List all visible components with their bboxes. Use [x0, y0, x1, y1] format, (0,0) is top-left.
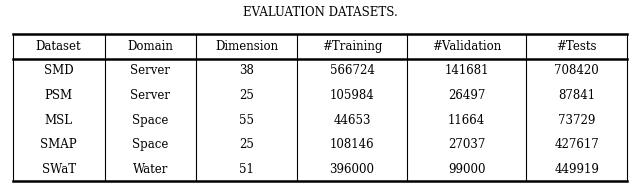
- Text: MSL: MSL: [45, 114, 73, 126]
- Text: 73729: 73729: [558, 114, 595, 126]
- Text: 87841: 87841: [558, 89, 595, 102]
- Text: 51: 51: [239, 163, 254, 176]
- Text: 11664: 11664: [448, 114, 485, 126]
- Text: #Training: #Training: [322, 40, 382, 53]
- Text: Dataset: Dataset: [36, 40, 81, 53]
- Text: Space: Space: [132, 114, 168, 126]
- Text: Space: Space: [132, 138, 168, 151]
- Text: 108146: 108146: [330, 138, 374, 151]
- Text: 25: 25: [239, 138, 254, 151]
- Text: #Tests: #Tests: [557, 40, 597, 53]
- Text: 708420: 708420: [554, 64, 599, 77]
- Text: SMAP: SMAP: [40, 138, 77, 151]
- Text: 44653: 44653: [333, 114, 371, 126]
- Text: EVALUATION DATASETS.: EVALUATION DATASETS.: [243, 6, 397, 19]
- Text: 38: 38: [239, 64, 254, 77]
- Text: 141681: 141681: [444, 64, 489, 77]
- Text: Dimension: Dimension: [215, 40, 278, 53]
- Text: 26497: 26497: [448, 89, 485, 102]
- Text: PSM: PSM: [45, 89, 73, 102]
- Text: 566724: 566724: [330, 64, 374, 77]
- Text: Server: Server: [131, 64, 170, 77]
- Text: SWaT: SWaT: [42, 163, 76, 176]
- Text: #Validation: #Validation: [432, 40, 501, 53]
- Text: 396000: 396000: [330, 163, 374, 176]
- Text: 25: 25: [239, 89, 254, 102]
- Text: 427617: 427617: [554, 138, 599, 151]
- Text: Water: Water: [132, 163, 168, 176]
- Text: 449919: 449919: [554, 163, 599, 176]
- Text: 105984: 105984: [330, 89, 374, 102]
- Text: Server: Server: [131, 89, 170, 102]
- Text: 27037: 27037: [448, 138, 485, 151]
- Text: Domain: Domain: [127, 40, 173, 53]
- Text: SMD: SMD: [44, 64, 74, 77]
- Text: 55: 55: [239, 114, 254, 126]
- Text: 99000: 99000: [448, 163, 486, 176]
